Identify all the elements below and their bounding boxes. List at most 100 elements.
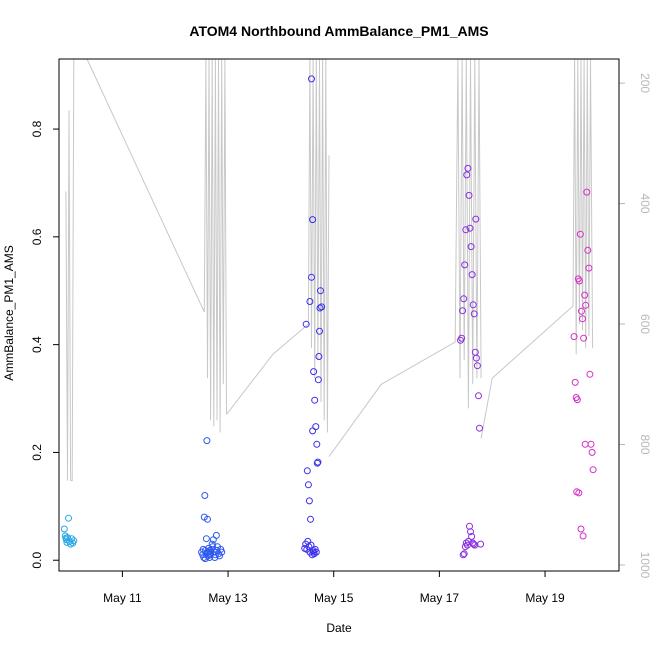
data-point [470,310,478,318]
data-point [575,489,583,497]
data-point [211,554,219,561]
data-point [318,303,326,311]
data-point [305,497,313,505]
x-tick-label: May 19 [525,591,565,605]
data-point [467,243,475,251]
data-point [459,307,467,315]
data-point [575,277,583,285]
data-point [586,370,594,378]
points-layer [60,75,597,563]
y-axis-label: AmmBalance_PM1_AMS [2,245,16,380]
data-point [588,448,596,456]
data-point [468,533,476,540]
data-point [309,216,317,224]
data-point [461,543,469,551]
data-point [63,538,71,546]
data-point [467,528,474,536]
data-point [213,547,221,554]
data-point [62,534,70,542]
data-point [306,298,314,305]
data-point [476,424,483,432]
data-point [583,188,591,196]
data-point [462,226,470,234]
data-point [576,230,584,238]
data-point [316,327,323,335]
data-point [203,437,211,445]
data-point [201,492,209,499]
data-point [584,246,592,254]
data-point [459,551,467,559]
data-point [460,550,468,558]
data-point [570,333,578,341]
data-point [317,287,324,295]
data-point [589,466,597,474]
data-point [458,334,466,342]
data-point [308,75,315,83]
data-point [60,525,68,533]
data-point [211,551,219,559]
data-point [461,261,469,269]
axes-layer: May 11 May 13 May 15 May 17 May 19 0.0 0.2 0.4 0… [30,73,650,605]
data-point [464,537,472,545]
data-point [464,164,472,172]
secondary-y-tick-label: 600 [638,314,650,334]
data-point [204,515,211,523]
data-point [312,548,320,556]
secondary-y-tick-label: 1000 [638,552,650,579]
y-tick-label: 0.4 [30,336,44,353]
secondary-line-segment [226,323,309,415]
x-tick-label: May 11 [103,591,142,605]
data-point [469,301,477,309]
data-point [212,531,220,539]
data-point [581,291,589,299]
data-point [468,271,476,279]
data-point [471,541,479,549]
secondary-line-segment [328,341,456,457]
y-tick-label: 0.0 [30,552,44,569]
data-point [577,525,585,533]
data-point [302,320,310,328]
y-tick-label: 0.6 [30,228,44,245]
secondary-line-segment [454,58,482,409]
data-point [573,396,581,404]
x-tick-label: May 13 [208,591,248,605]
data-point [309,427,317,435]
chart-title: ATOM4 Northbound AmmBalance_PM1_AMS [189,23,488,39]
data-point [218,548,226,556]
data-point [70,537,78,545]
data-point [307,515,314,523]
y-tick-label: 0.2 [30,444,44,461]
data-point [578,307,585,315]
data-point [473,362,481,370]
y-tick-label: 0.8 [30,120,44,137]
secondary-line-segment [307,58,330,433]
secondary-y-tick-label: 800 [638,434,650,454]
data-point [465,191,473,199]
data-point [311,396,319,404]
data-point [303,467,311,475]
secondary-line-segment [572,58,594,355]
data-point [582,301,590,309]
data-point [475,392,482,400]
data-point [579,315,586,323]
data-point [470,540,478,548]
data-point [310,368,318,376]
data-point [310,548,318,556]
data-point [313,440,321,448]
data-point [202,535,210,543]
data-point [314,458,322,466]
data-point [585,264,593,272]
data-point [580,334,588,342]
data-point [314,376,322,384]
secondary-y-tick-label: 200 [638,73,650,93]
x-axis-label: Date [326,621,352,635]
data-point [316,304,324,312]
data-point [472,354,480,362]
data-point [308,273,315,281]
data-point [209,543,217,551]
secondary-line-segment [480,305,574,439]
data-point [216,552,224,560]
data-point [466,224,474,232]
data-point [315,353,323,360]
